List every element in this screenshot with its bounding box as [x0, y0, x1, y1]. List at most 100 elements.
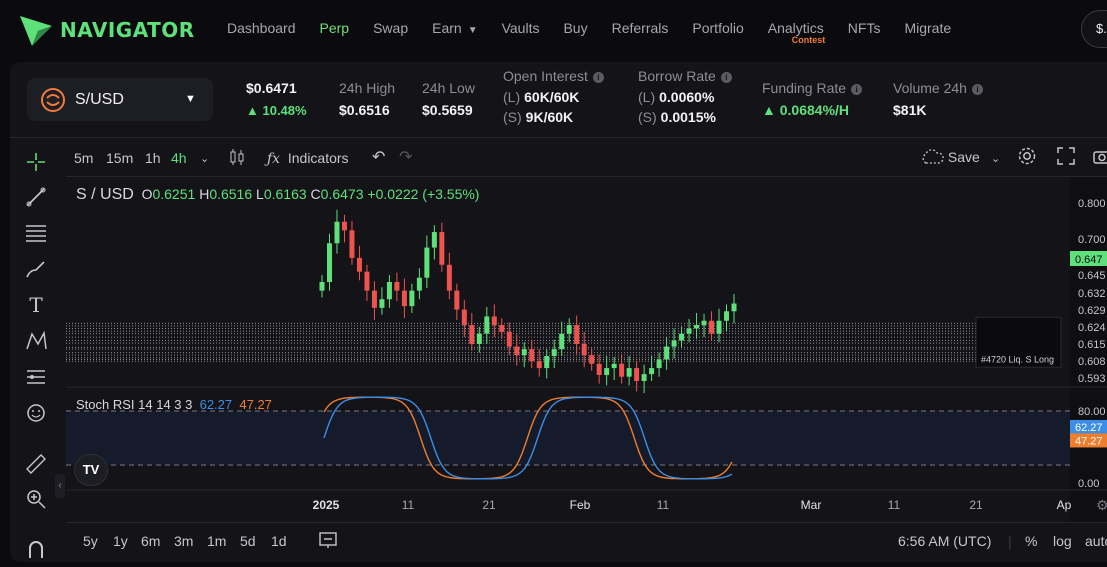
interval-dropdown-icon[interactable]: ⌄: [200, 153, 210, 165]
time-axis-label: 2025: [313, 498, 340, 512]
measure-icon[interactable]: [18, 362, 54, 392]
interval-5m[interactable]: 5m: [74, 150, 94, 166]
price-axis-label: 0.800: [1078, 198, 1106, 210]
camera-icon[interactable]: [1092, 146, 1107, 169]
funding-label-text: Funding Rate: [762, 80, 847, 96]
candles-icon[interactable]: [228, 147, 246, 170]
fib-icon[interactable]: [18, 218, 54, 248]
save-button[interactable]: Save: [920, 149, 980, 165]
pair-selector[interactable]: S/USD ▼: [27, 78, 213, 121]
interval-1h[interactable]: 1h: [145, 150, 161, 166]
stat-borrow-rate: Borrow Rate i (L) 0.0060% (S) 0.0015%: [638, 68, 732, 125]
info-icon[interactable]: i: [720, 72, 732, 83]
nav-referrals[interactable]: Referrals: [611, 20, 669, 36]
up-arrow-icon: ▲: [762, 102, 780, 118]
nav-migrate[interactable]: Migrate: [904, 20, 952, 36]
nav-swap[interactable]: Swap: [373, 20, 409, 36]
nav-nfts[interactable]: NFTs: [847, 20, 881, 36]
range-5y[interactable]: 5y: [83, 533, 98, 549]
short-tag: (S): [638, 109, 657, 125]
zoom-icon[interactable]: [18, 484, 54, 514]
candle-body: [566, 325, 572, 334]
nav-portfolio[interactable]: Portfolio: [692, 20, 744, 36]
compare-icon[interactable]: [318, 531, 338, 552]
chart-area[interactable]: #4720 Liq. S Long 0.800 0.700 0.647 0.645 0.6…: [66, 176, 1107, 522]
candle-body: [431, 232, 437, 248]
trendline-icon[interactable]: [18, 182, 54, 212]
candle-body: [731, 303, 737, 312]
log-toggle[interactable]: log: [1053, 533, 1072, 549]
low-label: 24h Low: [422, 80, 475, 96]
info-icon[interactable]: i: [971, 84, 983, 95]
range-1d[interactable]: 1d: [271, 533, 287, 549]
price-axis-label: 0.632: [1078, 288, 1106, 300]
change-value: +0.0222 (+3.55%): [367, 186, 480, 202]
percent-toggle[interactable]: %: [1025, 533, 1038, 549]
low-value: $0.5659: [422, 102, 473, 118]
rsi-d-tag-label: 47.27: [1075, 435, 1103, 447]
nav-perp[interactable]: Perp: [319, 20, 350, 36]
candle-body: [694, 325, 700, 329]
indicators-button[interactable]: ƒx Indicators: [267, 150, 349, 167]
position-label: #4720 Liq. S Long: [981, 354, 1054, 364]
info-icon[interactable]: i: [592, 72, 604, 83]
range-6m[interactable]: 6m: [141, 533, 161, 549]
collapse-toolbar-button[interactable]: ‹: [55, 474, 65, 498]
magnet-icon[interactable]: [18, 534, 54, 564]
range-1y[interactable]: 1y: [113, 533, 128, 549]
candle-body: [551, 349, 557, 357]
brush-icon[interactable]: [18, 254, 54, 284]
rsi-d-tag: [1070, 433, 1107, 448]
chart-bottom-bar: 5y 1y 6m 3m 1m 5d 1d 6:56 AM (UTC) | % l…: [66, 522, 1107, 560]
clock-label[interactable]: 6:56 AM (UTC): [898, 533, 992, 549]
time-axis-label: 11: [888, 498, 901, 512]
stat-24h-high: 24h High $0.6516: [339, 80, 395, 118]
candle-body: [671, 340, 677, 347]
borrow-long-value: 0.0060%: [659, 89, 715, 105]
text-icon[interactable]: T: [29, 293, 43, 317]
contest-badge: Contest: [791, 35, 826, 45]
range-1m[interactable]: 1m: [207, 533, 227, 549]
price-axis-label: 0.645: [1078, 270, 1106, 282]
high-value: $0.6516: [339, 102, 390, 118]
crosshair-icon[interactable]: [18, 147, 54, 177]
rsi-label: Stoch RSI 14 14 3 3: [76, 397, 193, 412]
range-3m[interactable]: 3m: [174, 533, 194, 549]
price-chart[interactable]: #4720 Liq. S Long 0.800 0.700 0.647 0.645 0.6…: [66, 177, 1107, 522]
interval-4h[interactable]: 4h: [171, 150, 187, 166]
current-price-tag-label: 0.647: [1075, 254, 1103, 266]
nav-earn[interactable]: Earn ▼: [432, 20, 477, 36]
close-label: C: [310, 186, 321, 202]
auto-toggle[interactable]: auto: [1085, 533, 1107, 549]
borrow-short-value: 0.0015%: [660, 109, 716, 125]
interval-15m[interactable]: 15m: [106, 150, 134, 166]
separator: |: [1008, 533, 1012, 549]
range-5d[interactable]: 5d: [240, 533, 256, 549]
info-icon[interactable]: i: [851, 84, 863, 95]
undo-icon[interactable]: ↶: [372, 149, 386, 166]
indicators-label: Indicators: [287, 150, 349, 166]
nav-vaults[interactable]: Vaults: [501, 20, 540, 36]
redo-icon[interactable]: ↷: [399, 149, 413, 166]
ruler-icon[interactable]: [18, 448, 54, 478]
nav-dashboard[interactable]: Dashboard: [227, 20, 296, 36]
nav-analytics[interactable]: Analytics Contest: [768, 20, 826, 45]
candle-body: [649, 368, 655, 375]
settings-icon[interactable]: [1017, 146, 1037, 169]
emoji-icon[interactable]: [18, 398, 54, 428]
stat-funding-rate: Funding Rate i ▲ 0.0684%/H: [762, 80, 863, 118]
nav-buy[interactable]: Buy: [563, 20, 588, 36]
navigator-logo-icon: [20, 16, 52, 46]
top-navbar: NAVIGATOR Dashboard Perp Swap Earn ▼ Vaul…: [0, 0, 1107, 62]
borrow-label: Borrow Rate i: [638, 68, 732, 84]
save-dropdown-icon[interactable]: ⌄: [991, 153, 1001, 165]
brand-logo[interactable]: NAVIGATOR: [18, 12, 195, 48]
candle-body: [484, 316, 490, 334]
wallet-button[interactable]: $...: [1081, 10, 1107, 48]
pattern-icon[interactable]: [18, 326, 54, 356]
candle-body: [701, 320, 707, 326]
stoch-rsi-k-line: [323, 396, 733, 480]
fullscreen-icon[interactable]: [1056, 146, 1076, 169]
tradingview-logo-icon[interactable]: TV: [74, 454, 108, 486]
candle-body: [574, 325, 580, 344]
